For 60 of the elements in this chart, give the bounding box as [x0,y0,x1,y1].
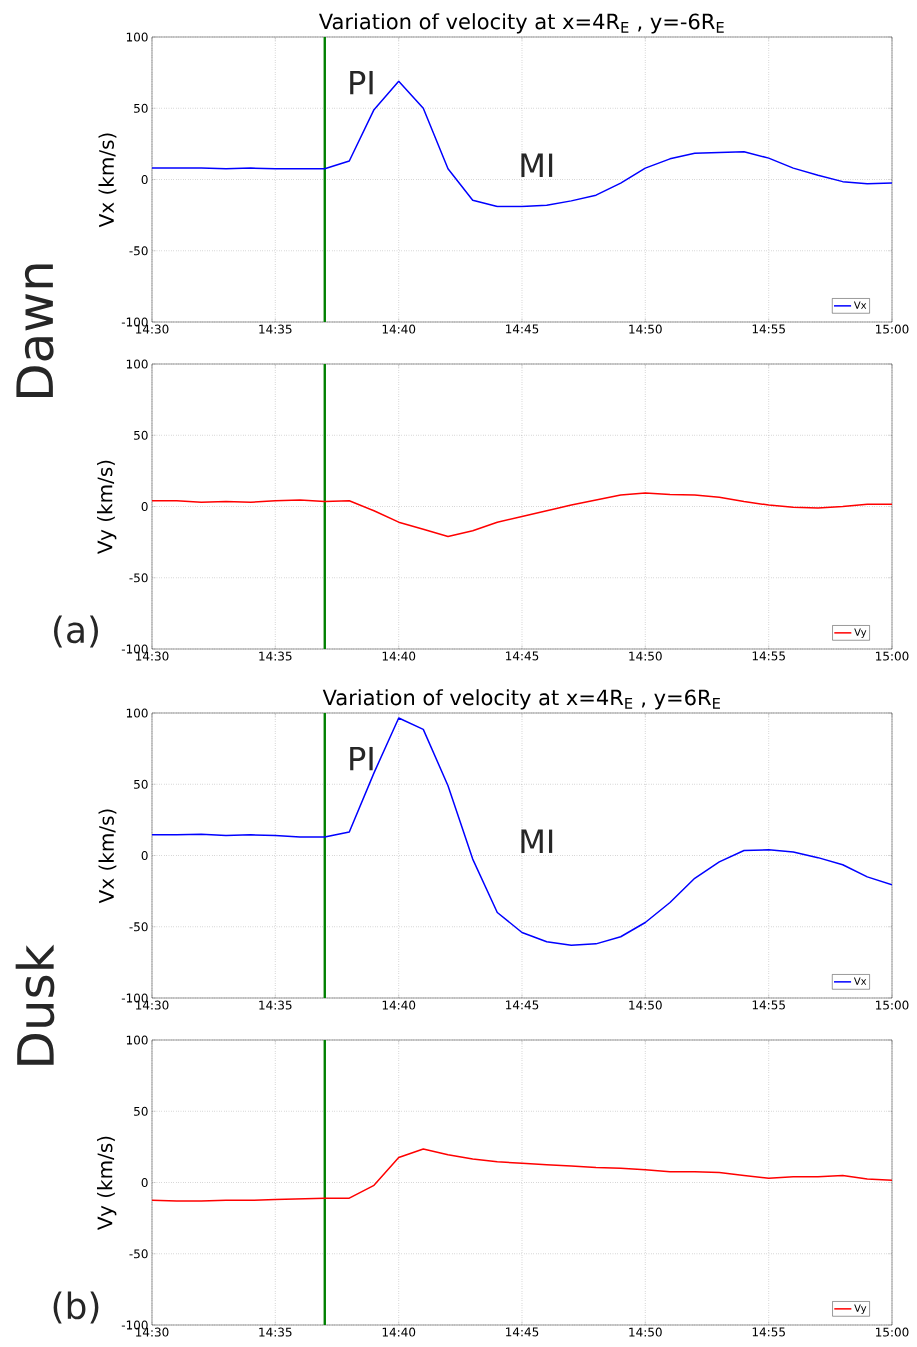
legend-label: Vy [854,1304,867,1314]
legend-label: Vx [853,301,867,309]
x-tick-label: 14:45 [506,651,539,661]
x-tick-label: 14:55 [752,651,785,661]
y-tick-label: -50 [129,573,148,583]
x-tick-label: 14:50 [629,651,662,661]
annotation: MI [521,829,553,853]
x-tick-label: 14:45 [506,1327,539,1337]
x-tick-label: 14:40 [382,1000,416,1010]
y-axis-title: Vy (km/s) [97,1136,117,1230]
x-tick-label: 15:00 [876,651,909,661]
annotation: PI [350,70,373,95]
x-tick-label: 14:40 [382,1327,416,1337]
x-tick-label: 15:00 [876,324,909,334]
y-tick-label: -50 [129,922,148,932]
x-tick-label: 15:00 [876,1327,909,1337]
y-axis-title: Vx (km/s) [98,133,117,228]
chart-title: Variation of velocity at x=4R$_{E}$ , y=-6R$_{E}$ [318,13,724,34]
text: Dusk [15,944,55,1065]
x-tick-label: 14:40 [382,651,416,661]
x-tick-label: 14:35 [259,1000,292,1010]
x-tick-label: 14:35 [259,324,292,334]
y-tick-label: 0 [141,501,148,512]
y-tick-label: 100 [126,359,148,369]
y-tick-label: -50 [129,246,148,256]
x-tick-label: 14:45 [506,324,539,334]
y-tick-label: 50 [134,1106,148,1116]
x-tick-label: 15:00 [876,1000,909,1010]
y-tick-label: 50 [134,103,148,113]
legend-label: Vx [853,977,867,985]
x-tick-label: 14:50 [629,1327,662,1337]
x-tick-label: 14:40 [382,324,416,334]
y-tick-label: 0 [141,850,148,861]
x-tick-label: 14:45 [506,1000,539,1010]
x-tick-label: 14:50 [629,1000,662,1010]
x-tick-label: 14:55 [752,1000,785,1010]
x-tick-label: 14:50 [629,324,662,334]
y-tick-label: 100 [126,1035,148,1045]
annotation: PI [350,746,373,771]
text: (a) [54,615,98,648]
y-tick-label: 0 [141,1177,148,1188]
y-tick-label: 50 [134,779,148,789]
text: (b) [53,1291,99,1324]
line-series [152,492,892,538]
x-tick-label: 14:55 [752,1327,785,1337]
y-tick-label: 50 [134,430,148,440]
line-series [152,717,892,947]
chart-title: Variation of velocity at x=4R$_{E}$ , y=6R$_{E}$ [322,689,720,710]
y-tick-label: 100 [126,32,148,42]
y-tick-label: 0 [141,174,148,185]
legend-label: Vy [854,628,867,638]
y-axis-title: Vy (km/s) [97,460,117,554]
x-tick-label: 14:35 [259,651,292,661]
annotation: MI [521,153,553,177]
text: Dawn [16,264,54,397]
x-tick-label: 14:35 [259,1327,292,1337]
y-axis-title: Vx (km/s) [98,809,117,904]
y-tick-label: 100 [126,708,148,718]
y-tick-label: -50 [129,1249,148,1259]
x-tick-label: 14:55 [752,324,785,334]
